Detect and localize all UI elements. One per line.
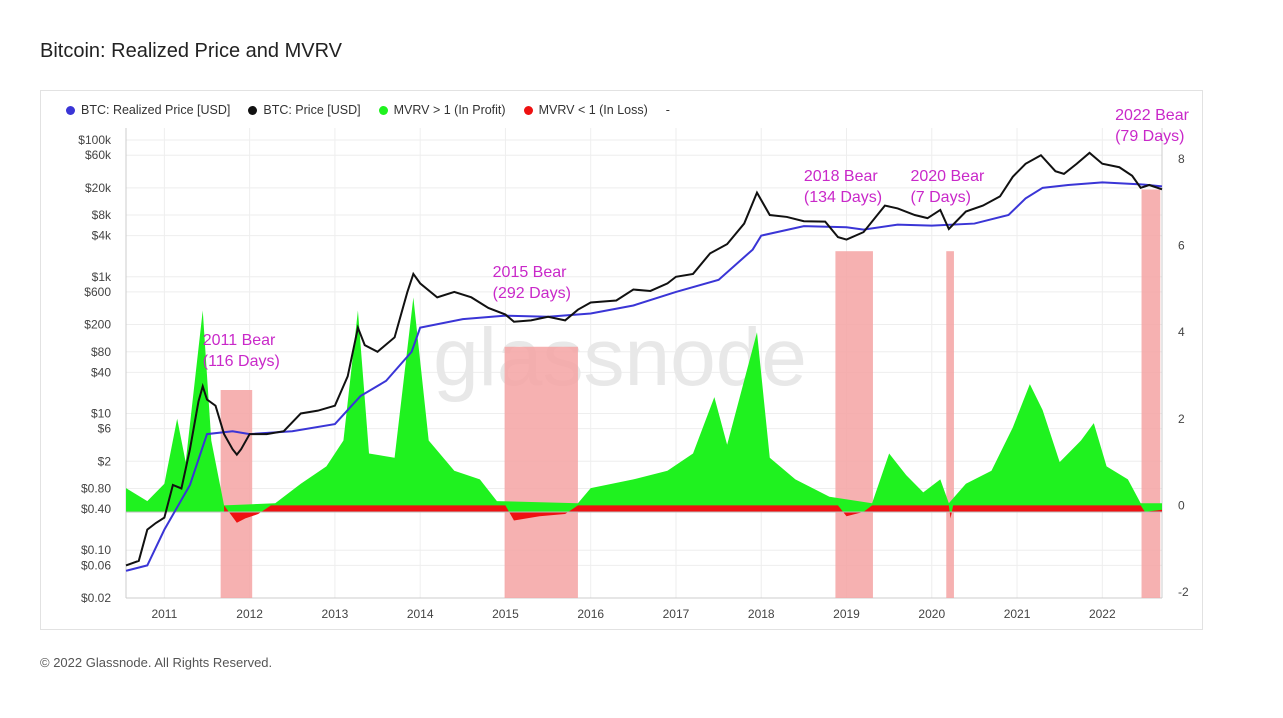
y-left-tick-label: $0.80 [81,481,111,495]
y-right-tick-label: -2 [1178,585,1189,599]
legend-swatch-realized-icon [66,105,75,115]
copyright-footer: © 2022 Glassnode. All Rights Reserved. [40,655,273,670]
bear-annotation-line: 2015 Bear [493,264,568,281]
y-left-tick-label: $8k [92,208,112,222]
x-tick-label: 2016 [577,607,604,621]
bear-annotation-line: (79 Days) [1115,128,1184,145]
bear-annotation-line: (116 Days) [203,353,280,370]
y-right-tick-label: 4 [1178,325,1185,339]
legend-item-mvrv-profit[interactable]: MVRV > 1 (In Profit) [378,103,506,117]
bear-annotation-line: (292 Days) [493,285,571,302]
legend-item-mvrv-loss[interactable]: MVRV < 1 (In Loss) [523,103,648,117]
bear-annotation-line: 2018 Bear [804,168,879,185]
y-left-tick-label: $40 [91,365,111,379]
y-left-tick-label: $1k [92,270,112,284]
x-tick-label: 2021 [1004,607,1031,621]
y-right-tick-label: 6 [1178,239,1185,253]
y-left-tick-label: $0.06 [81,558,111,572]
x-tick-label: 2020 [918,607,945,621]
y-right-tick-label: 2 [1178,412,1185,426]
x-tick-label: 2019 [833,607,860,621]
y-left-tick-label: $0.02 [81,591,111,605]
bear-annotation-line: (134 Days) [804,189,882,206]
y-left-tick-label: $200 [84,318,111,332]
legend-item-price[interactable]: BTC: Price [USD] [248,103,361,117]
y-left-tick-label: $4k [92,229,112,243]
x-tick-label: 2014 [407,607,434,621]
bear-annotation: 2018 Bear (134 Days) [804,168,882,206]
chart-panel [40,90,1203,630]
y-left-tick-label: $60k [85,148,112,162]
x-tick-label: 2013 [322,607,349,621]
x-tick-label: 2017 [663,607,690,621]
y-left-tick-label: $0.10 [81,543,111,557]
realized-price-line [125,181,1163,572]
legend-label-extra: - [665,103,670,117]
x-tick-label: 2015 [492,607,519,621]
legend-label-price: BTC: Price [USD] [263,103,361,117]
y-left-tick-label: $20k [85,181,112,195]
x-tick-label: 2018 [748,607,775,621]
legend-swatch-profit-icon [378,105,388,115]
y-left-tick-label: $80 [91,345,111,359]
bear-annotation-line: (7 Days) [910,189,970,206]
chart-legend: BTC: Realized Price [USD] BTC: Price [US… [66,102,670,118]
bear-period-band [835,251,873,598]
x-tick-label: 2012 [236,607,263,621]
legend-label-realized: BTC: Realized Price [USD] [81,103,231,117]
bear-annotation: 2011 Bear (116 Days) [203,332,280,370]
bear-period-band [946,251,954,598]
legend-label-profit: MVRV > 1 (In Profit) [393,103,506,117]
bear-annotation: 2020 Bear (7 Days) [910,168,985,206]
chart-title: Bitcoin: Realized Price and MVRV [40,40,342,62]
y-left-tick-label: $600 [84,285,111,299]
legend-swatch-price-icon [248,105,258,115]
y-left-tick-label: $100k [78,133,112,147]
legend-swatch-loss-icon [523,105,533,115]
legend-label-loss: MVRV < 1 (In Loss) [538,103,648,117]
y-left-tick-label: $2 [98,454,112,468]
x-tick-label: 2011 [151,607,177,621]
x-tick-label: 2022 [1089,607,1116,621]
bear-annotation: 2015 Bear (292 Days) [493,264,571,302]
y-left-tick-label: $10 [91,406,111,420]
bear-annotation-line: 2011 Bear [203,332,276,349]
bear-annotation-line: 2022 Bear [1115,107,1190,124]
mvrv-profit-area [126,297,1162,512]
bear-period-band [504,346,578,598]
legend-item-realized-price[interactable]: BTC: Realized Price [USD] [66,103,230,117]
y-left-tick-label: $0.40 [81,502,111,516]
bear-annotation-line: 2020 Bear [910,168,985,185]
y-right-tick-label: 0 [1178,498,1185,512]
mvrv-loss-area [224,505,1162,523]
bear-period-band [1141,189,1161,599]
bear-annotation: 2022 Bear (79 Days) [1115,107,1190,145]
y-left-tick-label: $6 [98,422,112,436]
btc-price-line [125,151,1163,567]
bear-period-band [220,390,253,598]
legend-item-extra[interactable]: - [666,103,670,117]
y-right-tick-label: 8 [1178,152,1185,166]
